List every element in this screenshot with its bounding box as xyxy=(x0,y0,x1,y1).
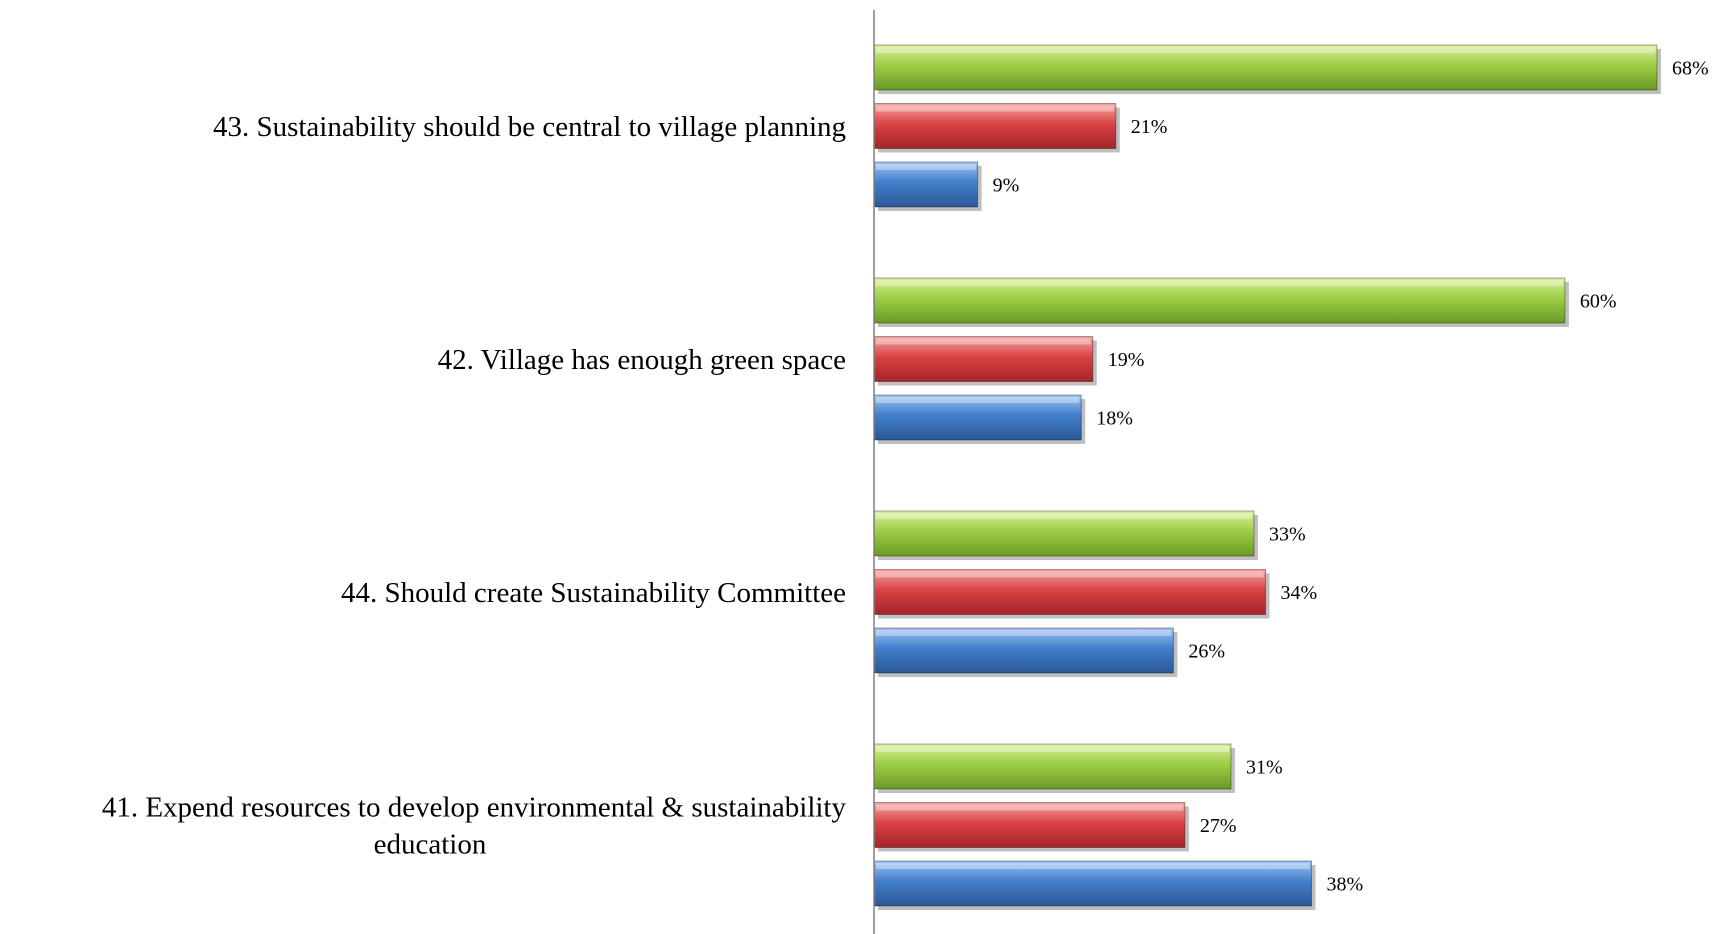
bar-series-2-cat-1 xyxy=(873,394,1082,441)
bar-highlight xyxy=(876,746,1229,752)
bar-highlight xyxy=(876,338,1091,345)
data-label: 34% xyxy=(1281,582,1318,604)
bar-series-0-cat-0 xyxy=(873,44,1658,91)
bar-highlight xyxy=(876,397,1080,403)
category-label: 42. Village has enough green space xyxy=(438,344,846,376)
bar-highlight xyxy=(876,47,1655,53)
data-label: 18% xyxy=(1096,408,1133,430)
data-label: 33% xyxy=(1269,524,1306,546)
category-label: 44. Should create Sustainability Committ… xyxy=(341,577,846,609)
data-label: 21% xyxy=(1131,116,1168,138)
bar-series-1-cat-2 xyxy=(873,569,1266,615)
bar-highlight xyxy=(876,863,1310,869)
category-label-line: 42. Village has enough green space xyxy=(438,344,846,376)
bar-series-0-cat-1 xyxy=(873,277,1566,324)
data-label: 38% xyxy=(1327,874,1364,896)
bar-highlight xyxy=(876,630,1172,636)
data-label: 19% xyxy=(1108,349,1145,371)
bar-series-0-cat-2 xyxy=(873,510,1255,557)
category-label-line: 43. Sustainability should be central to … xyxy=(213,111,846,143)
data-label: 60% xyxy=(1580,291,1617,313)
bar-highlight xyxy=(876,804,1183,811)
data-label: 26% xyxy=(1188,641,1225,663)
data-label: 68% xyxy=(1672,58,1709,80)
bar-series-2-cat-0 xyxy=(873,161,979,208)
category-label-line: 41. Expend resources to develop environm… xyxy=(102,792,847,824)
bar-series-2-cat-3 xyxy=(873,860,1313,907)
data-label: 31% xyxy=(1246,757,1283,779)
data-label: 27% xyxy=(1200,815,1237,837)
data-label: 9% xyxy=(993,175,1020,197)
bar-highlight xyxy=(876,164,976,170)
bar-highlight xyxy=(876,513,1252,519)
bar-series-1-cat-1 xyxy=(873,336,1094,382)
category-label-line: 44. Should create Sustainability Committ… xyxy=(341,577,846,609)
bar-highlight xyxy=(876,571,1264,578)
category-label: 41. Expend resources to develop environm… xyxy=(102,792,847,861)
category-label: 43. Sustainability should be central to … xyxy=(213,111,846,143)
bar-series-0-cat-3 xyxy=(873,743,1232,790)
bar-highlight xyxy=(876,280,1563,286)
category-label-line: education xyxy=(374,829,487,861)
bar-series-1-cat-3 xyxy=(873,802,1186,848)
bar-highlight xyxy=(876,105,1114,112)
